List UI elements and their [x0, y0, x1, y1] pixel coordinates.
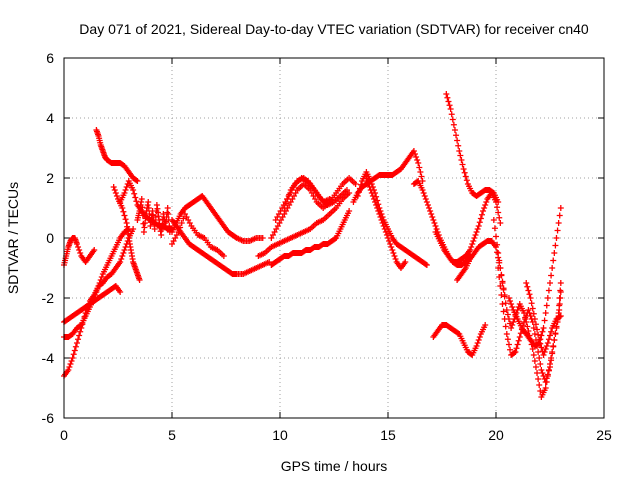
- series-markers: [430, 322, 489, 358]
- y-axis-label: SDTVAR / TECUs: [5, 182, 21, 294]
- chart-title: Day 071 of 2021, Sidereal Day-to-day VTE…: [79, 21, 589, 37]
- axis-ticks: 0 5 10 15 20 25 -6 -4 -2 0 2 4 6: [42, 50, 612, 443]
- series-11: [169, 211, 227, 259]
- series-28: [523, 280, 564, 358]
- x-tick-label: 10: [272, 427, 288, 443]
- data-points: [61, 91, 564, 400]
- series-1: [61, 226, 137, 379]
- x-tick-label: 15: [380, 427, 396, 443]
- x-tick-label: 0: [60, 427, 68, 443]
- series-markers: [281, 175, 333, 211]
- series-12: [268, 208, 353, 268]
- series-6: [110, 184, 143, 283]
- series-markers: [61, 283, 124, 325]
- series-3: [61, 283, 124, 325]
- x-tick-label: 5: [168, 427, 176, 443]
- series-26: [495, 265, 564, 385]
- series-markers: [363, 175, 409, 271]
- series-4: [61, 235, 98, 268]
- series-8: [134, 196, 173, 238]
- series-19: [363, 175, 409, 271]
- series-markers: [443, 91, 502, 205]
- series-markers: [61, 226, 137, 379]
- series-22: [432, 190, 504, 265]
- series-9: [169, 193, 266, 244]
- series-markers: [61, 235, 98, 268]
- series-markers: [268, 208, 353, 268]
- series-markers: [169, 193, 266, 244]
- y-tick-label: -2: [42, 290, 55, 306]
- y-tick-label: -6: [42, 410, 55, 426]
- series-markers: [169, 211, 227, 259]
- series-24: [430, 322, 489, 358]
- series-16: [281, 175, 333, 211]
- series-markers: [432, 190, 504, 265]
- series-25: [490, 217, 564, 400]
- x-tick-label: 25: [596, 427, 612, 443]
- series-markers: [169, 217, 273, 277]
- x-tick-label: 20: [488, 427, 504, 443]
- series-21: [443, 91, 502, 205]
- y-tick-label: 4: [46, 110, 54, 126]
- y-tick-label: 0: [46, 230, 54, 246]
- series-markers: [93, 127, 141, 184]
- y-tick-label: 2: [46, 170, 54, 186]
- series-markers: [134, 196, 173, 238]
- y-tick-label: 6: [46, 50, 54, 66]
- series-markers: [255, 190, 353, 259]
- series-13: [255, 190, 353, 259]
- x-axis-label: GPS time / hours: [281, 458, 388, 474]
- plot-frame: [63, 57, 605, 419]
- series-markers: [495, 265, 564, 385]
- series-10: [169, 217, 273, 277]
- y-tick-label: -4: [42, 350, 55, 366]
- series-5: [93, 127, 141, 184]
- series-markers: [523, 280, 564, 358]
- series-markers: [490, 217, 564, 400]
- series-markers: [110, 184, 143, 283]
